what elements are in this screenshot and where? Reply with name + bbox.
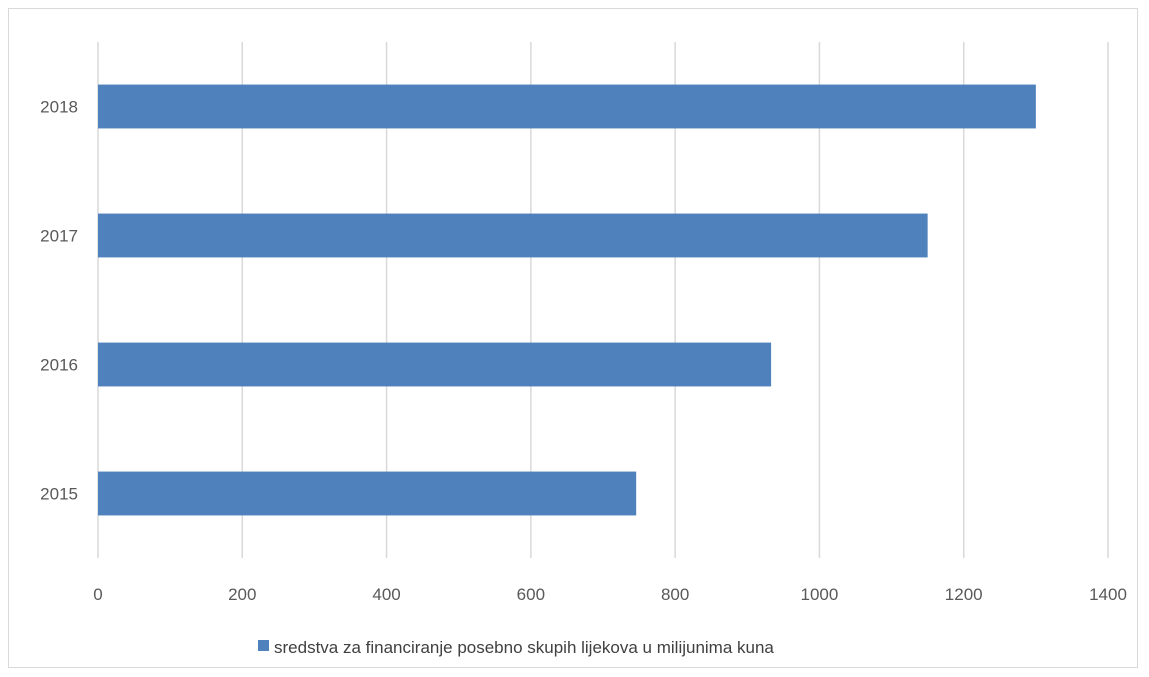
x-tick-label: 0 bbox=[93, 585, 102, 604]
x-tick-label: 1400 bbox=[1089, 585, 1127, 604]
legend-swatch bbox=[258, 640, 269, 651]
y-category-label: 2015 bbox=[40, 485, 78, 504]
x-tick-label: 400 bbox=[372, 585, 400, 604]
x-tick-label: 1200 bbox=[945, 585, 983, 604]
x-tick-label: 800 bbox=[661, 585, 689, 604]
legend-label: sredstva za financiranje posebno skupih … bbox=[274, 638, 774, 657]
legend: sredstva za financiranje posebno skupih … bbox=[258, 638, 774, 657]
x-tick-label: 600 bbox=[517, 585, 545, 604]
x-axis-tick-labels: 0 200 400 600 800 1000 1200 1400 bbox=[93, 585, 1127, 604]
bars bbox=[98, 84, 1036, 516]
x-tick-label: 1000 bbox=[801, 585, 839, 604]
y-category-label: 2018 bbox=[40, 98, 78, 117]
y-category-label: 2016 bbox=[40, 356, 78, 375]
bar-2015 bbox=[98, 471, 637, 516]
bar-2018 bbox=[98, 84, 1036, 129]
bar-2016 bbox=[98, 342, 772, 387]
x-tick-label: 200 bbox=[228, 585, 256, 604]
y-category-label: 2017 bbox=[40, 227, 78, 246]
y-axis-category-labels: 2015 2016 2017 2018 bbox=[40, 98, 78, 504]
bar-2017 bbox=[98, 213, 928, 258]
